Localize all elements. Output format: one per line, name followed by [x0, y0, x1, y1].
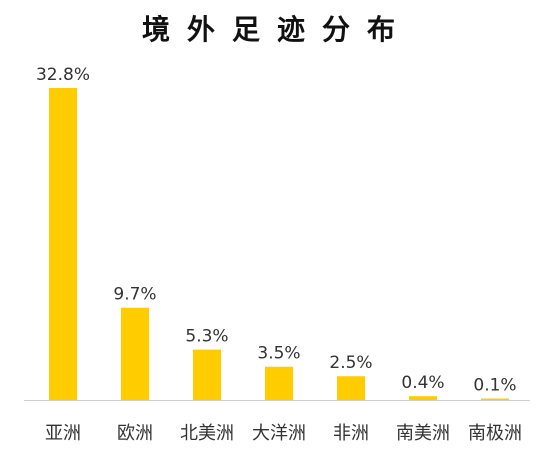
category-label-3: 大洋洲	[252, 423, 306, 444]
bar-0	[49, 88, 77, 400]
category-label-4: 非洲	[333, 423, 369, 444]
bar-1	[121, 307, 149, 400]
bar-6	[481, 398, 509, 400]
value-label-2: 5.3%	[185, 327, 228, 347]
value-labels-group: 32.8% 9.7% 5.3% 3.5% 2.5% 0.4% 0.1%	[36, 65, 517, 396]
bar-2	[193, 349, 221, 400]
chart-title: 境外足迹分布	[141, 13, 412, 46]
value-label-5: 0.4%	[401, 373, 444, 393]
value-label-0: 32.8%	[36, 65, 90, 85]
category-label-2: 北美洲	[180, 423, 234, 444]
value-label-3: 3.5%	[257, 344, 300, 364]
category-labels-group: 亚洲 欧洲 北美洲 大洋洲 非洲 南美洲 南极洲	[45, 423, 522, 444]
category-label-1: 欧洲	[117, 423, 153, 444]
bar-5	[409, 396, 437, 400]
bar-4	[337, 376, 365, 400]
bar-3	[265, 366, 293, 400]
value-label-6: 0.1%	[473, 376, 516, 396]
category-label-6: 南极洲	[468, 423, 522, 444]
value-label-1: 9.7%	[113, 285, 156, 305]
bars-group	[49, 88, 509, 400]
category-label-0: 亚洲	[45, 423, 81, 444]
category-label-5: 南美洲	[396, 423, 450, 444]
value-label-4: 2.5%	[329, 353, 372, 373]
